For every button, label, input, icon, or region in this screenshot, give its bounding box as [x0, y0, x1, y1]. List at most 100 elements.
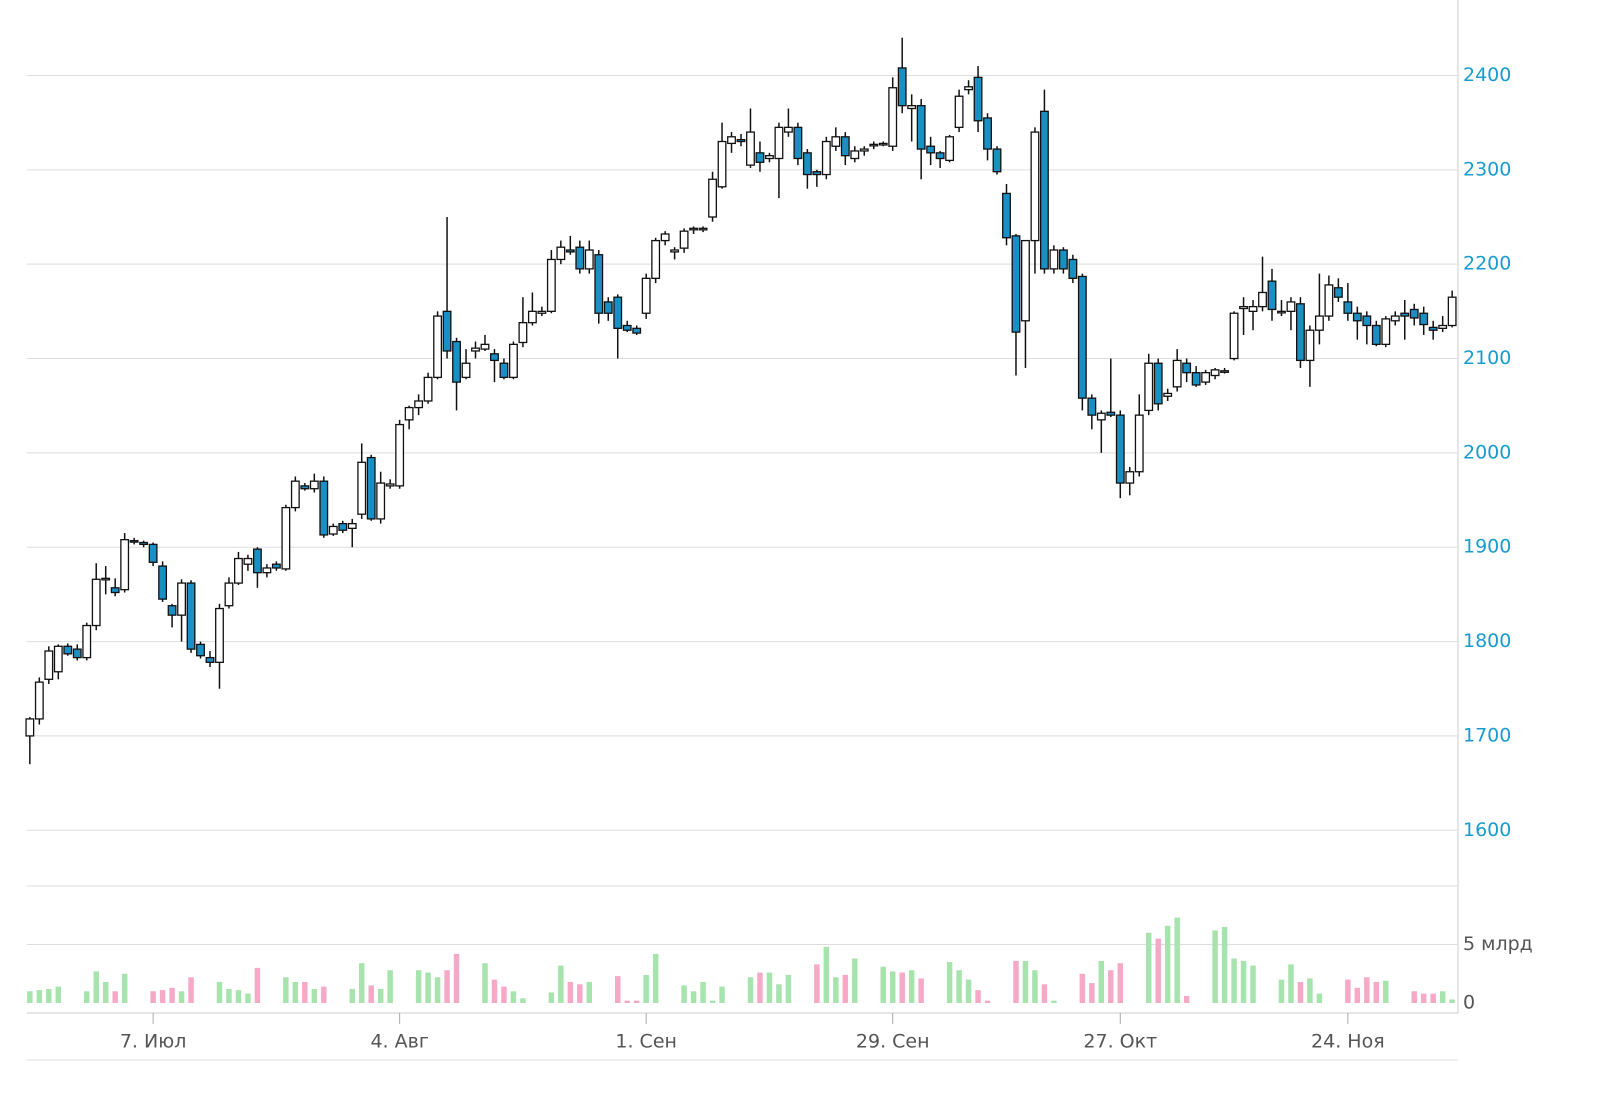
candle-body	[565, 249, 575, 253]
candle-body	[1343, 301, 1353, 314]
candle-body	[983, 117, 992, 150]
volume-bar	[102, 981, 109, 1003]
candle-body	[25, 718, 35, 737]
volume-bar	[880, 966, 886, 1003]
volume-bar	[178, 991, 185, 1003]
candle-body	[414, 400, 424, 409]
candle-body	[1163, 392, 1173, 397]
candle-body	[1371, 324, 1381, 346]
volume-bar	[615, 976, 621, 1003]
candle-body	[1058, 249, 1068, 270]
volume-bar	[93, 971, 99, 1003]
volume-bar	[358, 963, 365, 1003]
candle-body	[63, 645, 73, 655]
candle-body	[167, 605, 177, 616]
volume-bar	[1155, 938, 1161, 1003]
volume-bar	[55, 986, 62, 1003]
candle-body	[357, 461, 367, 515]
volume-bar	[188, 977, 194, 1003]
volume-bar	[1231, 958, 1237, 1003]
volume-bar	[652, 953, 659, 1003]
volume-bar	[776, 984, 782, 1003]
volume-bar	[965, 979, 972, 1003]
candle-body	[1011, 235, 1021, 333]
candle-body	[954, 95, 964, 129]
x-tick-label: 7. Июл	[120, 1031, 187, 1053]
y-tick-label: 2400	[1463, 64, 1511, 86]
candle-body	[1021, 239, 1030, 322]
volume-bar	[311, 988, 318, 1003]
candle-body	[148, 543, 158, 563]
volume-bar	[169, 987, 175, 1003]
candle-body	[82, 624, 92, 659]
volume-bar	[1145, 932, 1152, 1003]
candle-body	[746, 131, 755, 166]
candle-body	[527, 310, 537, 324]
volume-bar	[1288, 964, 1294, 1003]
volume-bar	[908, 970, 915, 1003]
y-tick-label: 2200	[1463, 253, 1511, 275]
candle-body	[708, 178, 717, 218]
candle-body	[755, 152, 765, 163]
volume-bar	[681, 985, 687, 1003]
volume-bar	[1297, 981, 1304, 1003]
volume-bar	[1108, 970, 1114, 1003]
volume-tick-label: 0	[1463, 992, 1475, 1014]
candle-body	[1390, 315, 1400, 322]
candle-body	[91, 578, 101, 627]
candle-body	[992, 148, 1002, 173]
candle-body	[1248, 305, 1258, 312]
volume-bar	[1383, 980, 1389, 1003]
candle-body	[622, 324, 632, 331]
volume-bar	[956, 970, 962, 1003]
volume-bar	[1411, 991, 1417, 1003]
candle-body	[1267, 280, 1277, 311]
candle-body	[518, 322, 528, 344]
volume-bar	[833, 977, 839, 1003]
volume-bar	[1183, 995, 1190, 1003]
volume-bar	[548, 992, 555, 1003]
volume-bar	[216, 981, 223, 1003]
volume-bar	[1373, 981, 1380, 1003]
volume-bar	[1013, 960, 1019, 1003]
candle-body	[812, 171, 822, 176]
volume-bar	[302, 981, 308, 1003]
candle-body	[859, 148, 869, 152]
candle-body	[44, 650, 54, 680]
candle-body	[1182, 362, 1192, 374]
volume-bar	[150, 991, 156, 1003]
volume-bar	[1439, 991, 1446, 1003]
candle-body	[271, 563, 281, 569]
candle-body	[1153, 362, 1163, 405]
volume-bar	[1221, 926, 1228, 1003]
candle-body	[679, 230, 689, 249]
candle-body	[907, 105, 917, 110]
candle-body	[72, 648, 82, 659]
candle-body	[366, 456, 376, 520]
candle-body	[205, 656, 215, 663]
volume-bar	[1420, 993, 1427, 1003]
volume-bar	[1307, 978, 1313, 1003]
volume-bar	[112, 991, 118, 1003]
volume-bar	[159, 990, 166, 1003]
candle-body	[196, 643, 205, 657]
candle-body	[442, 310, 452, 352]
candle-body	[290, 480, 300, 509]
candle-body	[1258, 291, 1267, 308]
candle-body	[1115, 414, 1125, 484]
candle-body	[660, 233, 670, 242]
volume-bar	[84, 991, 90, 1003]
volume-bar	[1041, 984, 1048, 1003]
candle-body	[1125, 471, 1135, 484]
candle-body	[670, 249, 680, 253]
candle-body	[1201, 372, 1211, 383]
volume-bar	[36, 990, 43, 1003]
volume-bar	[1354, 987, 1361, 1003]
volume-bar	[577, 984, 583, 1003]
candle-body	[765, 155, 774, 160]
volume-bar	[918, 978, 924, 1003]
candle-body	[1134, 414, 1144, 473]
volume-bar	[1449, 999, 1455, 1003]
candle-body	[404, 406, 414, 421]
candle-body	[1030, 131, 1040, 242]
